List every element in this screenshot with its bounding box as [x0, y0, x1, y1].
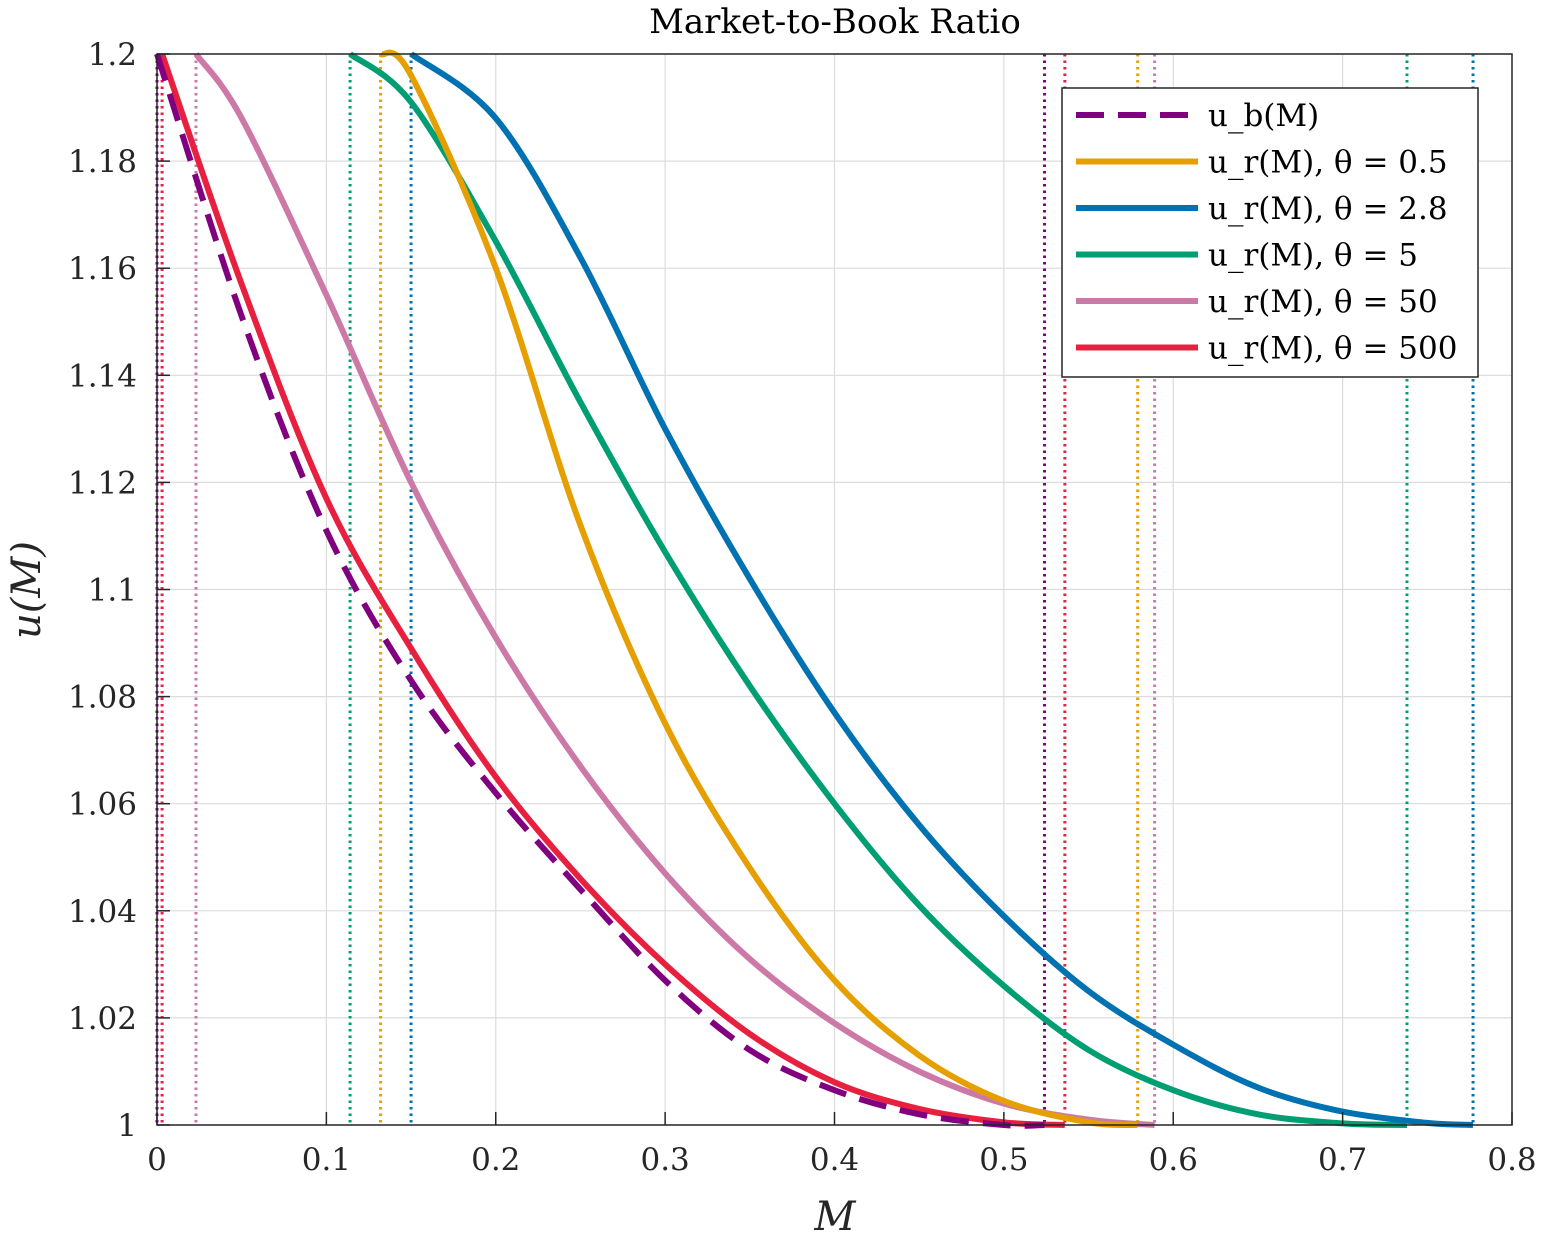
- x-tick-label: 0.3: [640, 1142, 689, 1178]
- legend-label: u_r(M), θ = 0.5: [1208, 145, 1448, 181]
- series-line: [159, 53, 1065, 1128]
- legend-box: [1061, 87, 1479, 378]
- x-tick-label: 0.8: [1487, 1142, 1536, 1178]
- y-tick-label: 1.04: [68, 894, 137, 930]
- y-tick-label: 1.06: [68, 787, 137, 823]
- x-tick-label: 0.5: [979, 1142, 1028, 1178]
- x-tick-label: 0.2: [471, 1142, 520, 1178]
- x-axis: 0 0.1 0.2 0.3 0.4 0.5 0.6 0.7 0.8: [147, 1112, 1537, 1178]
- x-tick-label: 0.7: [1318, 1142, 1367, 1178]
- x-tick-label: 0.1: [302, 1142, 351, 1178]
- x-tick-label: 0.4: [810, 1142, 859, 1178]
- legend-label: u_b(M): [1208, 98, 1319, 134]
- y-tick-label: 1.14: [68, 358, 137, 394]
- y-tick-label: 1.02: [68, 1001, 137, 1037]
- series-line: [409, 51, 1474, 1128]
- series-line: [348, 51, 1408, 1128]
- y-tick-label: 1.2: [88, 37, 137, 73]
- legend-label: u_r(M), θ = 500: [1208, 331, 1457, 367]
- y-tick-label: 1: [117, 1108, 137, 1144]
- x-tick-label: 0: [147, 1142, 167, 1178]
- series-line: [193, 52, 1155, 1128]
- y-tick-label: 1.16: [68, 251, 137, 287]
- y-tick-label: 1.18: [68, 144, 137, 180]
- series-line: [154, 53, 1045, 1129]
- legend-label: u_r(M), θ = 2.8: [1208, 191, 1448, 227]
- legend-label: u_r(M), θ = 5: [1208, 238, 1418, 274]
- legend: u_b(M) u_r(M), θ = 0.5 u_r(M), θ = 2.8 u_r(…: [1061, 87, 1479, 378]
- x-axis-label: M: [814, 1194, 857, 1236]
- y-axis-label: u(M): [4, 541, 50, 639]
- series-lines: [154, 49, 1474, 1129]
- y-axis: 1 1.02 1.04 1.06 1.08 1.1 1.12 1.14 1.16 1.18 1.2: [68, 37, 170, 1144]
- x-tick-label: 0.6: [1149, 1142, 1198, 1178]
- chart-title: Market-to-Book Ratio: [649, 2, 1021, 42]
- y-tick-label: 1.08: [68, 680, 137, 716]
- y-tick-label: 1.1: [88, 573, 137, 609]
- series-line: [378, 49, 1138, 1129]
- y-tick-label: 1.12: [68, 465, 137, 501]
- legend-label: u_r(M), θ = 50: [1208, 284, 1438, 320]
